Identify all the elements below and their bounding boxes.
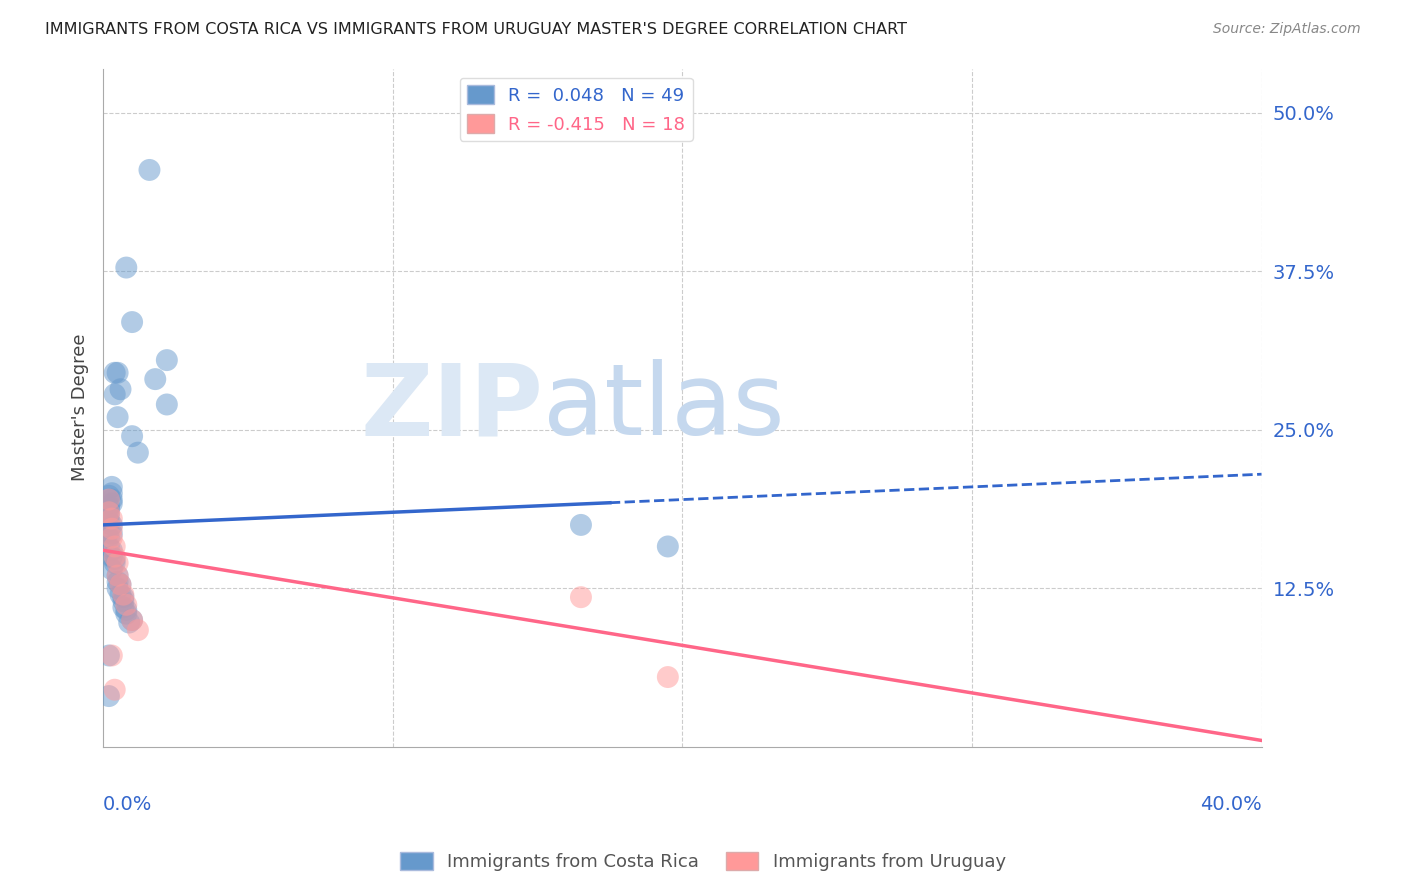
- Point: [97, 648, 120, 663]
- Point: [97, 505, 120, 519]
- Point: [112, 588, 135, 602]
- Point: [127, 445, 149, 459]
- Point: [110, 577, 132, 591]
- Point: [101, 522, 124, 536]
- Point: [97, 524, 120, 539]
- Point: [101, 496, 124, 510]
- Point: [97, 540, 120, 554]
- Point: [569, 590, 592, 604]
- Legend: Immigrants from Costa Rica, Immigrants from Uruguay: Immigrants from Costa Rica, Immigrants f…: [392, 845, 1014, 879]
- Point: [112, 600, 135, 615]
- Point: [104, 540, 127, 554]
- Legend: R =  0.048   N = 49, R = -0.415   N = 18: R = 0.048 N = 49, R = -0.415 N = 18: [460, 78, 693, 141]
- Point: [97, 501, 120, 516]
- Text: IMMIGRANTS FROM COSTA RICA VS IMMIGRANTS FROM URUGUAY MASTER'S DEGREE CORRELATIO: IMMIGRANTS FROM COSTA RICA VS IMMIGRANTS…: [45, 22, 907, 37]
- Point: [97, 499, 120, 513]
- Point: [115, 598, 138, 612]
- Text: Source: ZipAtlas.com: Source: ZipAtlas.com: [1213, 22, 1361, 37]
- Point: [104, 387, 127, 401]
- Point: [104, 366, 127, 380]
- Point: [101, 526, 124, 541]
- Point: [107, 568, 129, 582]
- Text: atlas: atlas: [543, 359, 785, 456]
- Point: [97, 514, 120, 528]
- Point: [101, 517, 124, 532]
- Y-axis label: Master's Degree: Master's Degree: [72, 334, 89, 482]
- Text: 40.0%: 40.0%: [1199, 795, 1261, 814]
- Point: [101, 511, 124, 525]
- Point: [156, 353, 179, 368]
- Point: [107, 568, 129, 582]
- Point: [107, 366, 129, 380]
- Point: [107, 574, 129, 589]
- Point: [104, 549, 127, 564]
- Point: [110, 577, 132, 591]
- Point: [121, 429, 143, 443]
- Point: [104, 556, 127, 570]
- Point: [110, 382, 132, 396]
- Point: [156, 397, 179, 411]
- Point: [104, 682, 127, 697]
- Point: [112, 590, 135, 604]
- Point: [657, 670, 679, 684]
- Text: 0.0%: 0.0%: [103, 795, 152, 814]
- Point: [101, 486, 124, 500]
- Point: [118, 615, 141, 630]
- Point: [121, 613, 143, 627]
- Text: ZIP: ZIP: [360, 359, 543, 456]
- Point: [97, 492, 120, 507]
- Point: [97, 489, 120, 503]
- Point: [138, 163, 160, 178]
- Point: [107, 410, 129, 425]
- Point: [101, 531, 124, 545]
- Point: [104, 552, 127, 566]
- Point: [97, 505, 120, 519]
- Point: [110, 588, 132, 602]
- Point: [107, 556, 129, 570]
- Point: [101, 648, 124, 663]
- Point: [127, 623, 149, 637]
- Point: [112, 594, 135, 608]
- Point: [121, 315, 143, 329]
- Point: [115, 603, 138, 617]
- Point: [97, 509, 120, 524]
- Point: [121, 613, 143, 627]
- Point: [115, 607, 138, 621]
- Point: [101, 549, 124, 564]
- Point: [107, 582, 129, 596]
- Point: [101, 562, 124, 576]
- Point: [115, 260, 138, 275]
- Point: [97, 531, 120, 545]
- Point: [569, 517, 592, 532]
- Point: [101, 492, 124, 507]
- Point: [143, 372, 166, 386]
- Point: [657, 540, 679, 554]
- Point: [101, 480, 124, 494]
- Point: [97, 689, 120, 703]
- Point: [101, 543, 124, 558]
